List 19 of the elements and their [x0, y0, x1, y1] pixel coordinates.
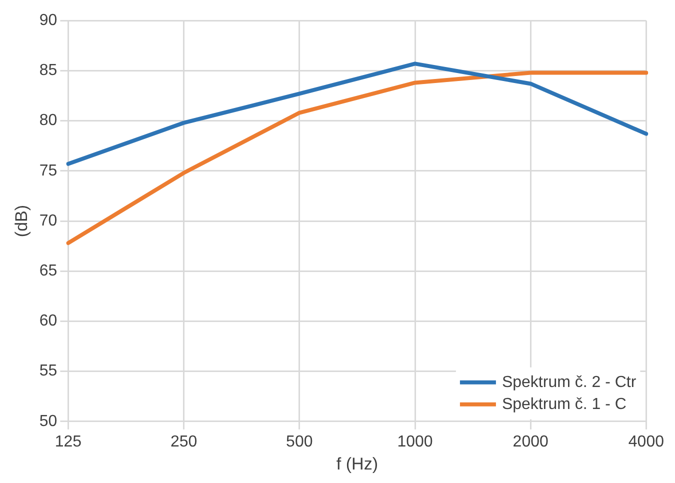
- x-tick-label: 500: [286, 433, 313, 450]
- y-tick-label: 75: [39, 162, 58, 180]
- x-tick-label: 125: [54, 433, 82, 450]
- y-tick-label: 70: [39, 212, 58, 230]
- legend-label: Spektrum č. 1 - C: [502, 396, 626, 413]
- y-tick-label: 60: [39, 312, 58, 330]
- x-tick-label: 1000: [397, 433, 433, 450]
- y-tick-label: 55: [39, 362, 58, 380]
- y-tick-label: 90: [39, 12, 58, 30]
- x-tick-label: 4000: [628, 433, 664, 450]
- x-axis-title: f (Hz): [336, 454, 378, 474]
- x-tick-label: 2000: [512, 433, 548, 450]
- y-axis-title: (dB): [12, 204, 31, 238]
- y-tick-label: 65: [39, 262, 58, 280]
- y-tick-label: 80: [39, 112, 58, 130]
- y-tick-label: 85: [39, 62, 58, 80]
- x-tick-label: 250: [170, 433, 198, 450]
- y-tick-label: 50: [39, 412, 58, 430]
- legend-label: Spektrum č. 2 - Ctr: [502, 374, 637, 391]
